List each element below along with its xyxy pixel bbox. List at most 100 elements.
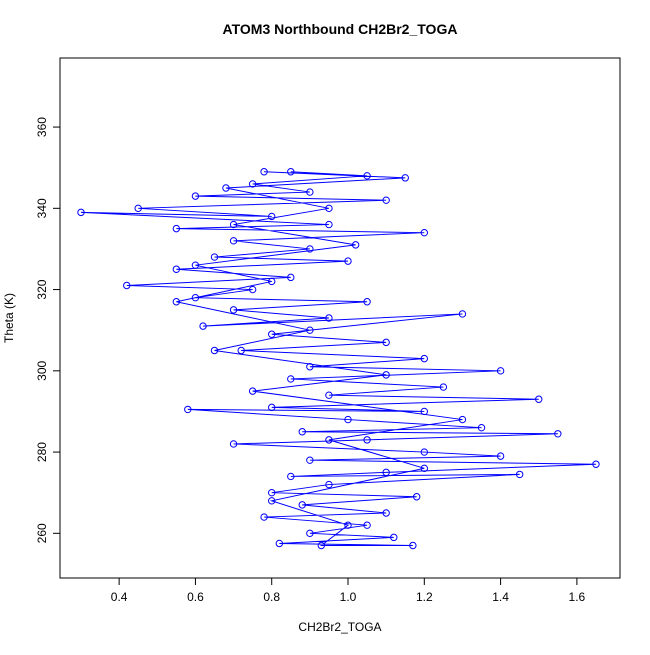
data-point	[268, 497, 276, 505]
data-line	[80, 171, 596, 546]
data-point	[123, 281, 131, 290]
data-point	[222, 184, 230, 192]
data-point	[390, 533, 398, 542]
data-point	[420, 407, 429, 416]
data-point	[344, 257, 352, 265]
data-point	[554, 430, 562, 438]
data-point	[134, 204, 142, 213]
data-point	[287, 273, 295, 282]
data-point	[191, 261, 200, 269]
x-tick-label: 1.4	[492, 590, 509, 604]
data-point	[306, 529, 314, 538]
data-point	[184, 405, 192, 414]
data-point	[592, 460, 600, 468]
data-point	[237, 346, 245, 355]
data-point	[382, 338, 390, 347]
data-point	[325, 220, 333, 229]
data-point	[382, 371, 390, 379]
x-tick-label: 0.4	[111, 590, 128, 604]
x-tick-label: 0.8	[263, 590, 280, 604]
data-point	[248, 180, 257, 188]
data-point	[210, 253, 219, 261]
data-point	[260, 168, 268, 176]
data-point	[363, 298, 371, 306]
data-point	[325, 314, 333, 322]
data-point	[496, 452, 505, 460]
data-point	[287, 168, 295, 176]
data-point	[229, 220, 238, 229]
data-point	[412, 493, 421, 501]
data-point	[363, 521, 371, 529]
x-tick-label: 1.0	[340, 590, 357, 604]
data-point	[287, 375, 295, 383]
x-tick-label: 1.2	[416, 590, 433, 604]
data-point	[229, 306, 238, 314]
data-point	[363, 172, 371, 180]
chart-title: ATOM3 Northbound CH2Br2_TOGA	[223, 21, 458, 37]
data-point	[420, 448, 429, 456]
data-point	[363, 436, 371, 444]
data-point	[268, 277, 276, 286]
y-tick-label: 260	[35, 523, 49, 543]
data-point	[344, 415, 352, 424]
data-point	[420, 354, 429, 363]
y-axis-label: Theta (K)	[2, 293, 16, 343]
data-point	[172, 224, 181, 233]
data-point	[172, 265, 181, 273]
data-point	[401, 174, 409, 182]
data-point	[191, 293, 200, 302]
data-point	[409, 541, 417, 550]
data-point	[325, 436, 333, 444]
x-tick-label: 0.6	[187, 590, 204, 604]
data-point	[325, 480, 333, 489]
data-point	[306, 188, 314, 196]
data-point	[317, 541, 326, 550]
data-point	[382, 468, 390, 477]
data-point	[382, 509, 390, 517]
data-point	[260, 513, 268, 521]
data-point	[306, 245, 314, 253]
data-point	[172, 298, 181, 306]
data-point	[535, 395, 543, 403]
data-point	[306, 363, 314, 371]
data-point	[306, 326, 314, 334]
data-point	[268, 488, 276, 497]
data-point	[439, 383, 448, 391]
data-point	[496, 367, 505, 375]
plot-frame	[59, 57, 621, 579]
data-point	[275, 539, 284, 548]
data-point	[298, 428, 306, 436]
data-point	[268, 403, 276, 412]
data-point	[477, 423, 486, 432]
data-point	[229, 440, 238, 448]
data-point	[351, 241, 360, 249]
data-point	[325, 391, 333, 399]
data-point	[325, 204, 333, 213]
data-point	[268, 212, 276, 221]
data-point	[248, 387, 257, 395]
y-tick-label: 360	[35, 117, 49, 137]
data-point	[268, 330, 276, 338]
data-point	[287, 472, 295, 481]
data-point	[344, 521, 352, 529]
x-tick-label: 1.6	[569, 590, 586, 604]
y-tick-label: 300	[35, 360, 49, 380]
data-point	[77, 208, 85, 217]
data-point	[458, 415, 467, 424]
data-point	[191, 192, 200, 200]
y-tick-label: 280	[35, 442, 49, 462]
data-point	[248, 285, 257, 294]
data-point	[382, 196, 390, 204]
data-point	[515, 470, 524, 479]
data-point	[420, 228, 429, 237]
data-point	[458, 310, 467, 318]
data-point	[229, 237, 238, 245]
data-point	[298, 501, 306, 509]
x-axis-label: CH2Br2_TOGA	[298, 620, 381, 634]
y-tick-label: 340	[35, 198, 49, 218]
y-tick-label: 320	[35, 279, 49, 299]
data-point	[420, 464, 429, 473]
data-point	[210, 346, 219, 355]
data-point	[306, 456, 314, 464]
